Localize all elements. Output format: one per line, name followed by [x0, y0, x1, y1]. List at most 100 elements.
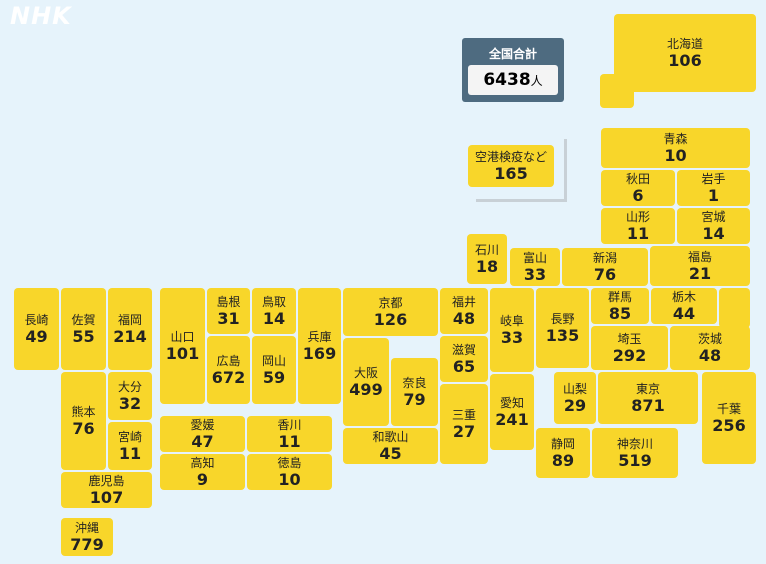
- prefecture-tile: 高知 9: [160, 454, 245, 490]
- tile-name: 福岡: [117, 312, 142, 327]
- tile-name: 埼玉: [617, 331, 642, 346]
- tile-name: 宮崎: [117, 429, 142, 444]
- prefecture-tile: 富山 33: [510, 248, 560, 286]
- prefecture-tile: 兵庫 169: [298, 288, 341, 404]
- tile-name: 愛知: [499, 395, 524, 410]
- tile-name: 鳥取: [261, 294, 286, 309]
- tile-name: 富山: [522, 250, 547, 265]
- tile-value: 14: [702, 223, 725, 243]
- tile-value: 135: [545, 325, 580, 345]
- tile-value: 10: [664, 145, 687, 165]
- prefecture-tile: 三重 27: [440, 384, 488, 464]
- tile-name: 鹿児島: [88, 473, 125, 488]
- prefecture-tile: 徳島 10: [247, 454, 332, 490]
- tile-value: 55: [72, 326, 95, 346]
- prefecture-tile: 石川 18: [467, 234, 507, 284]
- total-unit: 人: [530, 74, 543, 88]
- tile-name: 神奈川: [616, 436, 653, 451]
- tile-name: 滋賀: [451, 342, 476, 357]
- prefecture-tile: 東京 871: [598, 372, 698, 424]
- tile-value: 33: [523, 264, 547, 284]
- prefecture-tile: 福岡 214: [108, 288, 152, 370]
- shadow: [476, 139, 567, 202]
- tile-name: 愛媛: [190, 417, 215, 432]
- tile-value: 11: [118, 443, 142, 463]
- tile-name: 秋田: [625, 171, 650, 186]
- tile-value: 85: [608, 303, 632, 323]
- total-value-box: 6438人: [468, 65, 558, 95]
- tile-value: 59: [262, 367, 286, 387]
- tile-value: 76: [72, 418, 95, 438]
- tile-name: 北海道: [666, 36, 703, 51]
- prefecture-tile: 茨城 48: [670, 326, 750, 370]
- tile-value: 6: [632, 185, 644, 205]
- prefecture-tile: 秋田 6: [601, 170, 675, 206]
- tile-name: 大阪: [353, 365, 378, 380]
- tile-name: 栃木: [671, 289, 696, 304]
- tile-value: 79: [403, 389, 426, 409]
- prefecture-tile: 滋賀 65: [440, 336, 488, 382]
- tile-value: 256: [712, 415, 746, 435]
- total-box: 全国合計 6438人: [462, 38, 564, 102]
- tile-value: 31: [217, 308, 240, 328]
- tile-value: 107: [89, 487, 124, 507]
- prefecture-tile: 新潟 76: [562, 248, 648, 286]
- prefecture-tile: 鹿児島 107: [61, 472, 152, 508]
- tile-name: 宮城: [701, 209, 726, 224]
- tile-name: 静岡: [550, 436, 575, 451]
- prefecture-tile: 北海道 106: [614, 14, 756, 92]
- prefecture-tile: 神奈川 519: [592, 428, 678, 478]
- tile-part: [719, 288, 750, 328]
- prefecture-tile: 京都 126: [343, 288, 438, 336]
- tile-name: 石川: [474, 242, 499, 257]
- tile-value: 9: [196, 469, 209, 489]
- tile-name: 山口: [170, 329, 195, 344]
- tile-value: 871: [631, 395, 665, 415]
- prefecture-tile: 山梨 29: [554, 372, 596, 424]
- tile-name: 三重: [451, 407, 476, 422]
- tile-value: 1: [707, 185, 720, 205]
- prefecture-tile: 福井 48: [440, 288, 488, 334]
- tile-name: 香川: [277, 417, 302, 432]
- tile-value: 11: [626, 223, 650, 243]
- tile-name: 京都: [378, 295, 403, 310]
- tile-value: 29: [563, 395, 587, 415]
- tile-value: 126: [373, 309, 408, 329]
- prefecture-tile: 埼玉 292: [591, 326, 668, 370]
- tile-name: 山形: [625, 209, 650, 224]
- tile-name: 高知: [190, 455, 215, 470]
- tile-name: 佐賀: [71, 312, 96, 327]
- prefecture-tile: 沖縄 779: [61, 518, 113, 556]
- prefecture-tile: 岩手 1: [677, 170, 750, 206]
- tile-name: 島根: [216, 294, 241, 309]
- prefecture-tile: 佐賀 55: [61, 288, 106, 370]
- tile-value: 165: [494, 163, 528, 183]
- tile-name: 岡山: [261, 353, 286, 368]
- prefecture-tile: 宮崎 11: [108, 422, 152, 470]
- tile-value: 27: [452, 421, 476, 441]
- tile-name: 和歌山: [372, 429, 409, 444]
- tile-value: 76: [593, 264, 617, 284]
- prefecture-tile: 香川 11: [247, 416, 332, 452]
- prefecture-tile: 和歌山 45: [343, 428, 438, 464]
- tile-name: 茨城: [697, 331, 722, 346]
- tile-name: 空港検疫など: [474, 149, 547, 164]
- prefecture-tile: 福島 21: [650, 246, 750, 286]
- prefecture-tile: 栃木 44: [651, 288, 717, 324]
- prefecture-tile: 群馬 85: [591, 288, 649, 324]
- tile-name: 新潟: [592, 250, 617, 265]
- tile-value: 101: [165, 343, 200, 363]
- tile-value: 89: [551, 450, 575, 470]
- tile-name: 熊本: [71, 404, 96, 419]
- tile-value: 32: [118, 393, 142, 413]
- prefecture-tile: 長崎 49: [14, 288, 59, 370]
- tile-value: 47: [191, 431, 214, 451]
- tile-value: 779: [70, 534, 104, 554]
- tile-value: 45: [379, 443, 402, 463]
- prefecture-tile: 山口 101: [160, 288, 205, 404]
- prefecture-tile: 島根 31: [207, 288, 250, 334]
- tile-name: 福井: [451, 294, 476, 309]
- prefecture-tile: 長野 135: [536, 288, 589, 368]
- tile-name: 群馬: [607, 289, 632, 304]
- tile-name: 大分: [117, 379, 142, 394]
